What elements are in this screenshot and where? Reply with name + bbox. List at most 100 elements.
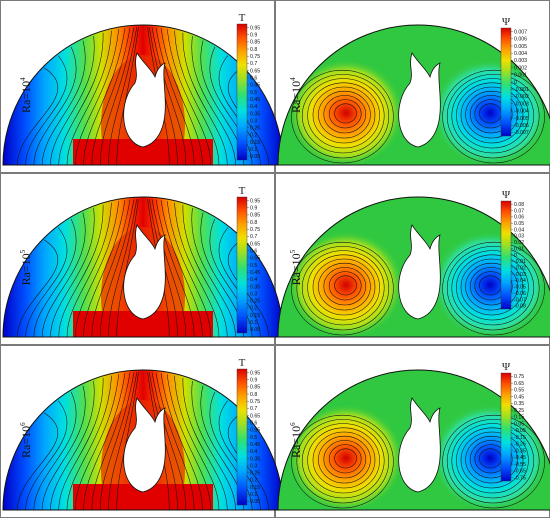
streamfunction-colorbar-row-1-tick-label: 0.005 (514, 44, 527, 50)
svg-text:Ra=105: Ra=105 (19, 249, 33, 285)
streamfunction-colorbar-row-3-tick-label: -0.25 (514, 442, 526, 448)
streamfunction-colorbar-row-2-tick-label: 0.02 (514, 240, 524, 246)
cavity-shape (398, 397, 441, 493)
streamfunction-colorbar-row-3-tick-label: 0.05 (514, 421, 524, 427)
svg-text:Ra=105: Ra=105 (289, 249, 303, 285)
temperature-field-row-3 (2, 369, 284, 511)
temperature-colorbar-row-2-tick-label: 0.45 (250, 270, 260, 276)
temperature-panel-row-2 (0, 173, 275, 345)
streamfunction-colorbar-row-1-tick-label: -0.003 (514, 101, 529, 107)
temperature-colorbar-row-1: T 0.95 0.90.850.80.750.70.650.6 0.550.50.45… (236, 12, 260, 160)
streamfunction-colorbar-row-2: Ψ0.080.070.060.050.040.030.020.010-0.01-… (500, 189, 526, 310)
temperature-colorbar-row-2-tick-label: 0.25 (250, 299, 260, 305)
temperature-colorbar-row-3: T 0.95 0.90.850.80.750.70.650.6 0.550.50.45… (236, 357, 260, 505)
temperature-colorbar-row-3-tick-label: 0.95 (250, 370, 260, 376)
streamfunction-colorbar-row-2-tick-label: -0.01 (514, 259, 526, 265)
temperature-colorbar-row-2-tick-label: 0.65 (250, 241, 260, 247)
temperature-colorbar-row-2-tick-label: 0.75 (250, 227, 260, 233)
cavity-shape (398, 52, 441, 148)
temperature-colorbar-row-3-tick-label: 0.15 (250, 485, 260, 491)
streamfunction-colorbar-row-1-tick-label: 0.003 (514, 58, 527, 64)
temperature-colorbar-row-1-tick-label: 0.15 (250, 140, 260, 146)
streamfunction-colorbar-row-1-tick-label: -0.005 (514, 116, 529, 122)
streamfunction-colorbar-row-1-tick-label: 0.004 (514, 51, 527, 57)
temperature-colorbar-row-1-tick-label: 0.3 (250, 118, 257, 124)
streamfunction-colorbar-row-3-tick-label: 0.15 (514, 415, 524, 421)
temperature-colorbar-row-3-tick-label: 0.5 (250, 435, 257, 441)
temperature-colorbar-row-1-tick-label: 0.75 (250, 54, 260, 60)
temperature-field-row-1 (2, 24, 284, 166)
temperature-colorbar-row-3-tick-label: 0.9 (250, 378, 257, 384)
streamfunction-colorbar-row-1-tick-label: -0.004 (514, 109, 529, 115)
temperature-colorbar-row-2-tick-label: 0.85 (250, 213, 260, 219)
temperature-colorbar-row-1-tick-label: 0.1 (250, 147, 257, 153)
temperature-colorbar-row-1-tick-label: 0.6 (250, 75, 257, 81)
temperature-colorbar-row-2-tick-label: 0.8 (250, 220, 257, 226)
streamfunction-colorbar-row-2-tick-label: -0.02 (514, 266, 526, 272)
streamfunction-colorbar-row-3-tick-label: -0.05 (514, 428, 526, 434)
temperature-colorbar-row-2-tick-label: 0.05 (250, 327, 260, 333)
temperature-colorbar-row-1-tick-label: 0.95 (250, 25, 260, 31)
temperature-colorbar-row-2-tick-label: 0.95 (250, 198, 260, 204)
streamfunction-colorbar-row-2-tick-label: -0.07 (514, 297, 526, 303)
temperature-colorbar-row-1-tick-label: 0.25 (250, 126, 260, 132)
temperature-colorbar-row-3-tick-label: 0.8 (250, 392, 257, 398)
streamfunction-colorbar-row-1-tick-label: 0.007 (514, 29, 527, 35)
streamfunction-colorbar-row-2-tick-label: 0.06 (514, 215, 524, 221)
temperature-colorbar-row-1-tick-label: 0.05 (250, 154, 260, 160)
streamfunction-colorbar-row-3-tick-label: 0.25 (514, 408, 524, 414)
streamfunction-colorbar-row-3-tick-label: 0.35 (514, 401, 524, 407)
streamfunction-colorbar-row-2-tick-label: 0 (514, 253, 517, 259)
streamfunction-colorbar-row-3-title: Ψ (502, 361, 511, 373)
temperature-colorbar-row-2-tick-label: 0.15 (250, 313, 260, 319)
streamfunction-colorbar-row-2-tick-label: 0.08 (514, 202, 524, 208)
streamfunction-colorbar-row-3-tick-label: 0.55 (514, 388, 524, 394)
svg-text:Ra=104: Ra=104 (289, 77, 303, 113)
streamfunction-colorbar-row-1-tick-label: -0.001 (514, 87, 529, 93)
streamfunction-colorbar-row-1-tick-label: -0.006 (514, 123, 529, 129)
temperature-colorbar-row-2: T 0.95 0.90.850.80.750.70.650.6 0.550.50.45… (236, 185, 260, 333)
streamfunction-colorbar-row-2-title: Ψ (502, 189, 511, 201)
streamfunction-colorbar-row-1: Ψ0.0070.0060.0050.0040.0030.0020.0010-0.… (500, 16, 529, 137)
streamfunction-colorbar-row-3-tick-label: -0.35 (514, 448, 526, 454)
temperature-colorbar-row-3-tick-label: 0.6 (250, 420, 257, 426)
streamfunction-colorbar-row-2-tick-label: -0.06 (514, 291, 526, 297)
temperature-colorbar-row-2-tick-label: 0.3 (250, 291, 257, 297)
temperature-colorbar-row-3-tick-label: 0.1 (250, 492, 257, 498)
temperature-colorbar-row-1-tick-label: 0.9 (250, 33, 257, 39)
temperature-colorbar-row-1-tick-label: 0.55 (250, 83, 260, 89)
streamfunction-colorbar-row-3-tick-label: -0.65 (514, 469, 526, 475)
temperature-colorbar-row-3-tick-label: 0.2 (250, 478, 257, 484)
streamfunction-colorbar-row-1-tick-label: -0.002 (514, 94, 529, 100)
temperature-colorbar-row-2-tick-label: 0.35 (250, 284, 260, 290)
temperature-colorbar-row-3-title: T (239, 357, 246, 369)
temperature-colorbar-row-3-tick-label: 0.4 (250, 449, 257, 455)
streamfunction-colorbar-row-2-tick-label: 0.03 (514, 234, 524, 240)
temperature-colorbar-row-3-tick-label: 0.45 (250, 442, 260, 448)
temperature-colorbar-row-2-tick-label: 0.9 (250, 206, 257, 212)
svg-text:Ra=106: Ra=106 (289, 422, 303, 458)
cavity-shape (398, 224, 441, 320)
cavity-shape (123, 397, 166, 493)
streamfunction-colorbar-row-2-tick-label: -0.08 (514, 304, 526, 310)
rayleigh-label-row-1: Ra=104 (19, 77, 33, 113)
streamfunction-colorbar-row-2-tick-label: 0.05 (514, 221, 524, 227)
streamfunction-colorbar-row-2-tick-label: -0.03 (514, 272, 526, 278)
streamfunction-colorbar-row-1-title: Ψ (502, 16, 511, 28)
svg-text:Ra=104: Ra=104 (19, 77, 33, 113)
streamfunction-colorbar-row-2-tick-label: 0.07 (514, 208, 524, 214)
temperature-colorbar-row-2-tick-label: 0.7 (250, 234, 257, 240)
temperature-colorbar-row-3-tick-label: 0.7 (250, 406, 257, 412)
streamfunction-colorbar-row-1-tick-label: 0.001 (514, 73, 527, 79)
temperature-colorbar-row-1-tick-label: 0.8 (250, 47, 257, 53)
temperature-panel-row-1 (0, 0, 275, 173)
temperature-colorbar-row-2-tick-label: 0.5 (250, 263, 257, 269)
temperature-colorbar-row-3-tick-label: 0.25 (250, 471, 260, 477)
streamfunction-colorbar-row-1-tick-label: 0 (514, 80, 517, 86)
rayleigh-label-row-3: Ra=106 (19, 422, 33, 458)
rayleigh-label-row-2: Ra=105 (19, 249, 33, 285)
temperature-colorbar-row-2-tick-label: 0.1 (250, 320, 257, 326)
streamfunction-colorbar-row-3-tick-label: 0.65 (514, 381, 524, 387)
